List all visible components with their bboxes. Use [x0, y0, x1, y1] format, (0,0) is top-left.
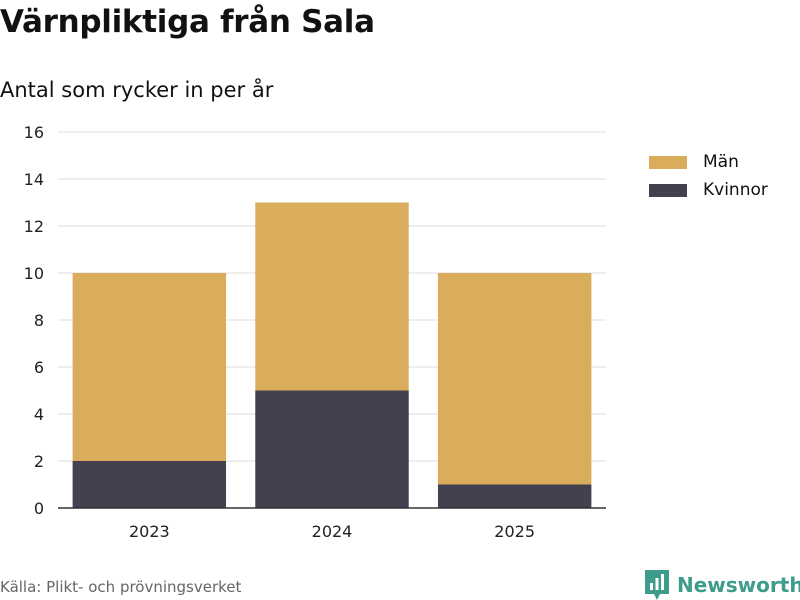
brand-logo: Newsworthy	[645, 570, 800, 600]
newsworthy-logo-icon	[645, 570, 669, 600]
brand-name: Newsworthy	[677, 573, 800, 597]
y-tick-label-14: 14	[24, 170, 44, 189]
source-note: Källa: Plikt- och prövningsverket	[0, 578, 242, 596]
y-tick-label-10: 10	[24, 264, 44, 283]
legend-label-kvinnor: Kvinnor	[703, 180, 768, 200]
y-tick-label-12: 12	[24, 217, 44, 236]
y-tick-label-4: 4	[34, 405, 44, 424]
legend-swatch-kvinnor	[649, 183, 687, 197]
y-tick-label-0: 0	[34, 499, 44, 518]
y-tick-label-2: 2	[34, 452, 44, 471]
legend-item-man: Män	[649, 148, 768, 176]
bar-kvinnor-2025	[437, 484, 592, 508]
bar-kvinnor-2024	[255, 390, 409, 508]
legend-swatch-man	[649, 155, 687, 169]
y-tick-label-6: 6	[34, 358, 44, 377]
y-tick-label-8: 8	[34, 311, 44, 330]
legend: Män Kvinnor	[649, 148, 768, 204]
y-tick-label-16: 16	[24, 123, 44, 142]
bar-chart: 0 2 4 6 8 10 12 14 16 2023 2024 2025	[24, 123, 606, 541]
legend-item-kvinnor: Kvinnor	[649, 176, 768, 204]
bar-kvinnor-2023	[72, 461, 227, 508]
bar-man-2025	[437, 273, 592, 485]
x-tick-label-2024: 2024	[312, 522, 353, 541]
legend-label-man: Män	[703, 152, 739, 172]
chart-title: Värnpliktiga från Sala	[0, 4, 375, 40]
x-tick-label-2023: 2023	[129, 522, 170, 541]
bar-man-2023	[72, 273, 227, 461]
x-tick-label-2025: 2025	[494, 522, 535, 541]
bar-man-2024	[255, 202, 409, 391]
chart-subtitle: Antal som rycker in per år	[0, 78, 274, 102]
